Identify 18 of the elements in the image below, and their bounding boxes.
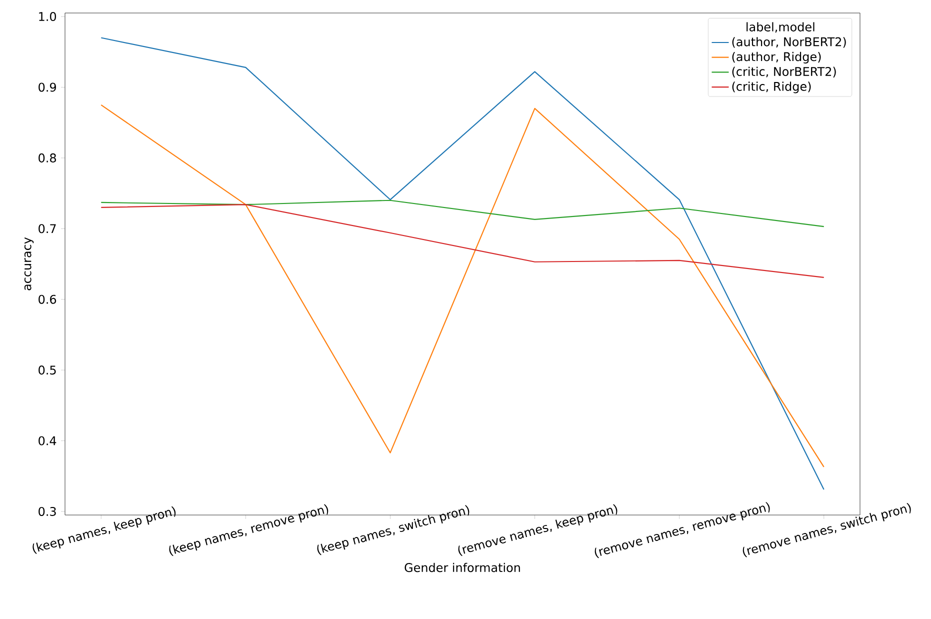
line-series bbox=[100, 104, 824, 468]
y-tick-label: 0.8 bbox=[38, 153, 56, 162]
y-tick-label: 0.7 bbox=[38, 224, 56, 234]
legend-label: (author, Ridge) bbox=[732, 52, 821, 64]
y-axis-title: accuracy bbox=[24, 237, 34, 290]
y-tick-label: 0.4 bbox=[38, 436, 56, 446]
y-tick-label: 0.9 bbox=[38, 82, 56, 92]
legend-title: label,model bbox=[746, 22, 814, 33]
line-series bbox=[100, 200, 824, 228]
y-tick-label: 0.6 bbox=[38, 294, 56, 304]
legend-label: (critic, Ridge) bbox=[732, 82, 811, 94]
y-tick-label: 0.5 bbox=[38, 366, 56, 375]
x-axis-title: Gender information bbox=[404, 562, 520, 572]
legend-label: (author, NorBERT2) bbox=[732, 37, 846, 48]
y-tick-label: 0.3 bbox=[38, 506, 56, 516]
legend-label: (critic, NorBERT2) bbox=[732, 66, 836, 78]
line-series bbox=[100, 204, 824, 278]
y-tick-label: 1.0 bbox=[39, 12, 56, 22]
